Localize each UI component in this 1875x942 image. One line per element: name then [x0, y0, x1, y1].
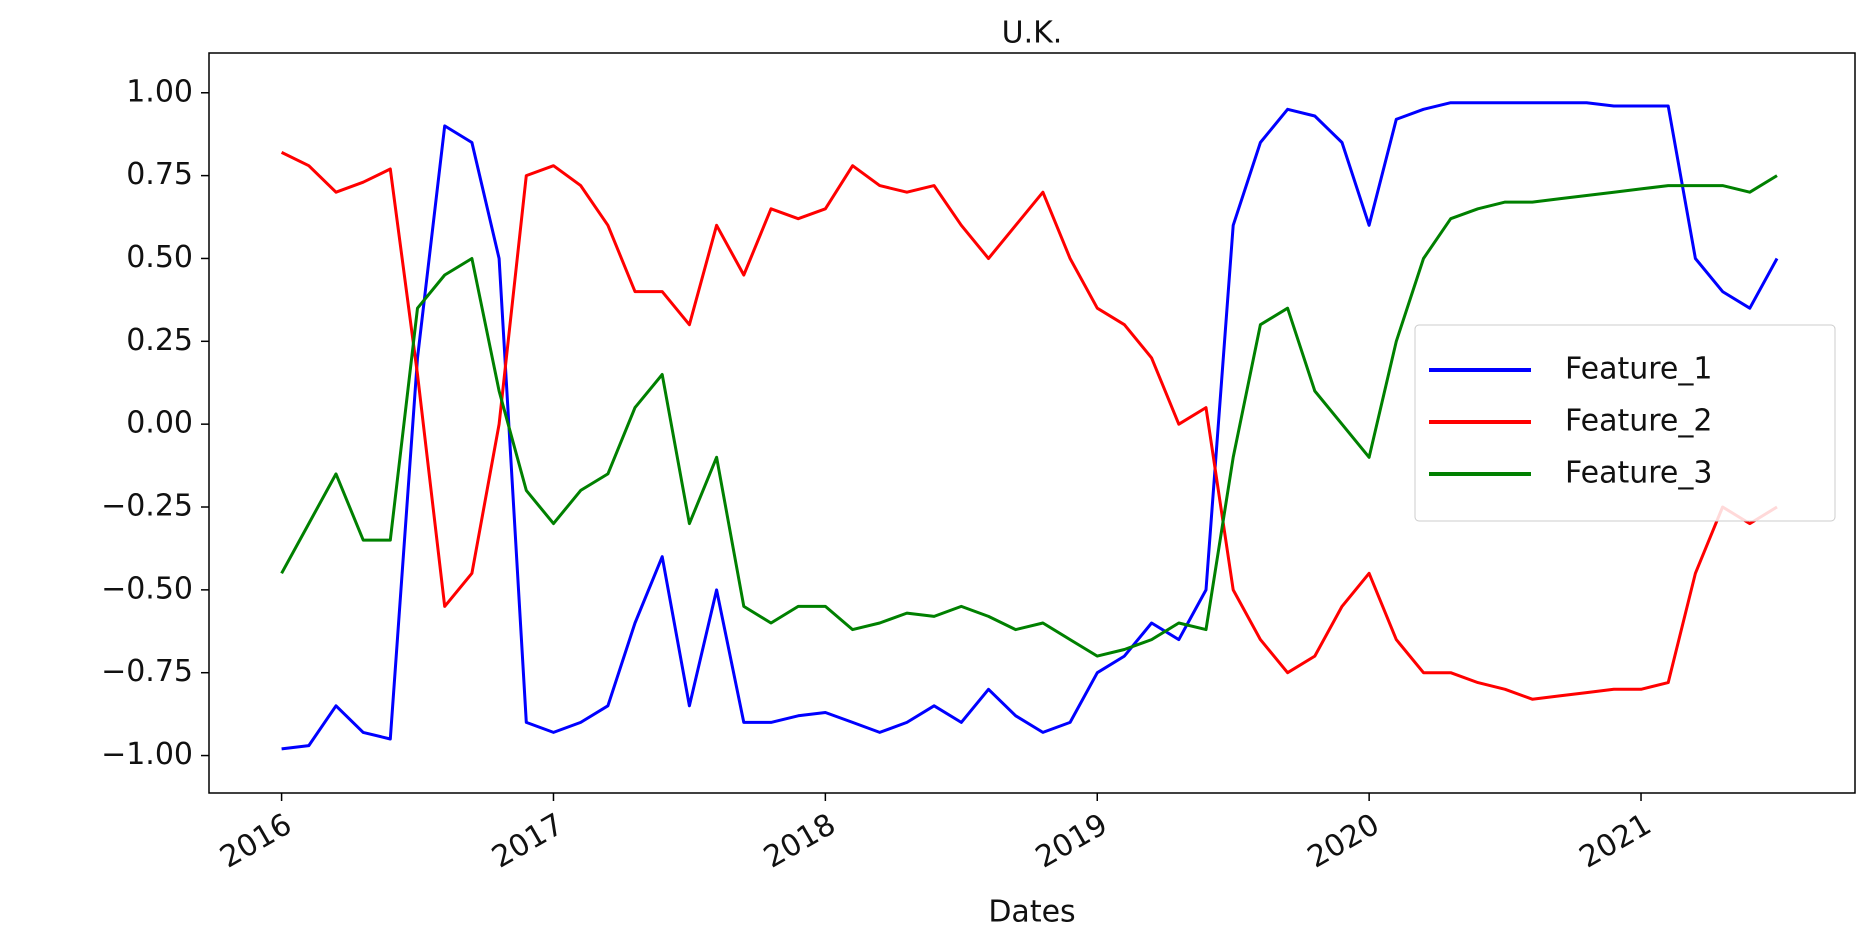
- legend-label: Feature_3: [1565, 456, 1712, 491]
- y-tick-label: −0.50: [101, 571, 193, 606]
- x-tick-label: 2018: [758, 807, 842, 875]
- y-tick-label: 0.00: [126, 406, 193, 441]
- legend-label: Feature_1: [1565, 352, 1712, 387]
- x-axis-label: Dates: [988, 895, 1075, 930]
- y-tick-label: 0.25: [126, 323, 193, 358]
- y-tick-label: −1.00: [101, 737, 193, 772]
- x-tick-label: 2021: [1574, 807, 1658, 875]
- series-line: [280, 151, 1778, 701]
- series-line: [281, 101, 1779, 751]
- x-tick-label: 2020: [1302, 807, 1386, 875]
- y-tick-label: −0.75: [101, 654, 193, 689]
- x-tick-label: 2016: [214, 807, 298, 875]
- y-tick-label: 1.00: [126, 74, 193, 109]
- y-tick-label: −0.25: [101, 489, 193, 524]
- axes-frame: [208, 52, 1856, 794]
- chart-title: U.K.: [1002, 16, 1063, 51]
- y-tick-label: 0.50: [126, 240, 193, 275]
- legend: Feature_1 Feature_2 Feature_3: [1414, 324, 1836, 522]
- y-tick-label: 0.75: [126, 157, 193, 192]
- legend-label: Feature_2: [1565, 404, 1712, 439]
- series-line: [280, 174, 1778, 658]
- x-tick-label: 2017: [486, 807, 570, 875]
- x-tick-label: 2019: [1030, 807, 1114, 875]
